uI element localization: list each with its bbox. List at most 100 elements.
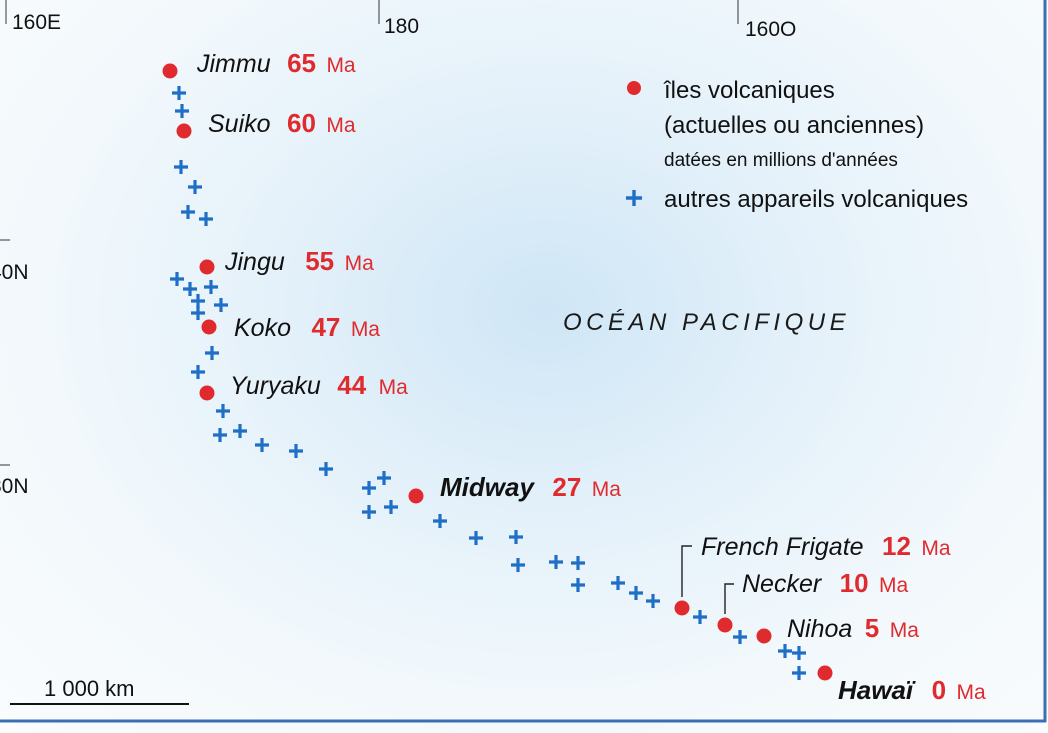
seamount-marker	[181, 205, 195, 219]
scale-bar-label: 1 000 km	[44, 676, 135, 701]
seamount-marker	[778, 644, 792, 658]
seamount-marker	[693, 610, 707, 624]
age-unit: Ma	[921, 537, 950, 560]
age-unit: Ma	[890, 619, 919, 642]
seamount-marker	[191, 294, 205, 308]
seamount-marker	[611, 576, 625, 590]
graticule	[0, 0, 739, 466]
legend-seamount-label: autres appareils volcaniques	[664, 186, 968, 213]
seamount-marker	[549, 555, 563, 569]
seamount-marker	[433, 514, 447, 528]
island-dot-necker	[717, 617, 733, 633]
seamount-marker	[377, 471, 391, 485]
age-unit: Ma	[379, 376, 408, 399]
lon-label-160o: 160O	[745, 18, 796, 41]
seamount-marker	[255, 438, 269, 452]
seamount-marker	[188, 180, 202, 194]
seamount-marker	[384, 500, 398, 514]
seamount-marker	[792, 666, 806, 680]
island-dot-koko	[201, 319, 217, 335]
age-unit: Ma	[326, 114, 355, 137]
island-name: Hawaï	[838, 675, 916, 705]
island-dot-jingu	[199, 259, 215, 275]
seamount-marker	[629, 586, 643, 600]
seamount-marker	[175, 104, 189, 118]
island-age: 65	[287, 48, 316, 78]
lon-label-180: 180	[384, 15, 419, 38]
seamount-marker	[233, 424, 247, 438]
island-age: 12	[882, 531, 911, 561]
island-label-french-frigate: French Frigate 12 Ma	[701, 531, 951, 561]
island-age: 60	[287, 108, 316, 138]
island-name: Nihoa	[787, 615, 852, 643]
seamount-marker	[213, 428, 227, 442]
seamount-marker	[362, 505, 376, 519]
island-label-jingu: Jingu 55 Ma	[224, 246, 374, 276]
island-name: Yuryaku	[230, 372, 321, 400]
island-name: Necker	[742, 570, 823, 598]
legend-island-line1: îles volcaniques	[663, 77, 835, 104]
ocean-label: OCÉAN PACIFIQUE	[563, 309, 850, 336]
age-unit: Ma	[351, 318, 380, 341]
seamount-marker	[362, 481, 376, 495]
island-label-nihoa: Nihoa 5 Ma	[787, 613, 919, 643]
island-name: Midway	[440, 472, 535, 502]
lon-label-160e: 160E	[12, 11, 61, 34]
island-age: 44	[337, 370, 366, 400]
island-name: French Frigate	[701, 533, 864, 561]
island-name: Jingu	[224, 248, 285, 276]
seamount-marker	[205, 346, 219, 360]
age-unit: Ma	[345, 252, 374, 275]
island-label-hawaii: Hawaï 0 Ma	[838, 675, 986, 705]
legend-island-dot	[627, 81, 641, 95]
seamount-marker	[204, 280, 218, 294]
island-dot-french-frigate	[674, 600, 690, 616]
island-dot-suiko	[176, 123, 192, 139]
island-age: 0	[932, 675, 946, 705]
island-label-koko: Koko 47 Ma	[234, 312, 380, 342]
seamount-marker	[792, 646, 806, 660]
scale-bar: 1 000 km	[10, 676, 189, 705]
legend: îles volcaniques (actuelles ou anciennes…	[626, 77, 968, 213]
lat-label-30n: 30N	[0, 475, 29, 498]
island-dot-midway	[408, 488, 424, 504]
seamount-marker	[289, 444, 303, 458]
seamount-marker	[216, 404, 230, 418]
lat-label-40n: 40N	[0, 261, 29, 284]
seamount-marker	[170, 272, 184, 286]
age-unit: Ma	[957, 681, 986, 704]
seamount-marker	[646, 594, 660, 608]
seamount-marker	[214, 298, 228, 312]
island-dot-yuryaku	[199, 385, 215, 401]
island-label-midway: Midway 27 Ma	[440, 472, 621, 502]
island-dot-hawaii	[817, 665, 833, 681]
leader-line-french-frigate	[681, 545, 692, 597]
island-age: 47	[311, 312, 340, 342]
island-dot-jimmu	[162, 63, 178, 79]
seamount-marker	[183, 282, 197, 296]
island-label-jimmu: Jimmu 65 Ma	[196, 48, 356, 78]
island-dot-nihoa	[756, 628, 772, 644]
island-label-necker: Necker 10 Ma	[742, 568, 909, 598]
island-age: 10	[840, 568, 869, 598]
island-label-yuryaku: Yuryaku 44 Ma	[230, 370, 408, 400]
seamount-marker	[191, 306, 205, 320]
age-unit: Ma	[879, 574, 908, 597]
island-label-suiko: Suiko 60 Ma	[208, 108, 356, 138]
island-name: Jimmu	[196, 50, 271, 78]
leader-line-necker	[724, 583, 734, 614]
island-age: 27	[552, 472, 581, 502]
seamount-marker	[571, 556, 585, 570]
seamount-marker	[174, 160, 188, 174]
island-markers	[162, 63, 833, 681]
seamount-marker	[172, 86, 186, 100]
seamount-marker	[571, 578, 585, 592]
seamount-marker	[509, 530, 523, 544]
island-name: Koko	[234, 314, 291, 342]
seamount-marker	[199, 212, 213, 226]
legend-seamount-cross	[626, 190, 642, 206]
island-age: 55	[305, 246, 334, 276]
seamount-marker	[469, 531, 483, 545]
